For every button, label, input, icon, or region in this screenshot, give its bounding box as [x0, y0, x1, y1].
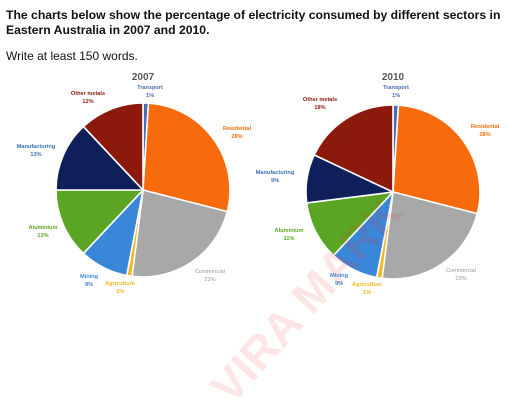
pie-slice-aluminium: [55, 189, 145, 255]
slice-label-transport: Transport 1%: [383, 85, 409, 99]
prompt-instruction: Write at least 150 words.: [6, 49, 138, 63]
slice-label-other-metals: Other metals 12%: [71, 91, 105, 105]
slice-label-manufacturing: Manufacturing 9%: [256, 170, 295, 184]
slice-label-residental: Residental 28%: [223, 126, 252, 140]
slice-label-agriculture: Agriculture 1%: [352, 282, 382, 296]
pie-slice-residental: [392, 104, 481, 215]
pie-slice-residental: [142, 102, 231, 213]
slice-label-transport: Transport 1%: [137, 85, 163, 99]
watermark: VIRA MARK: [200, 186, 412, 402]
slice-label-mining: Mining 9%: [80, 274, 99, 288]
slice-label-mining: Mining 9%: [330, 273, 349, 287]
slice-label-residental: Residental 28%: [471, 124, 500, 138]
pie-chart-2007: 2007 Transport 1% Residental 28% Commercial 23…: [17, 72, 252, 295]
slice-label-aluminium: Aluminium 11%: [275, 228, 304, 242]
slice-label-agriculture: Agriculture 1%: [105, 281, 135, 295]
slice-label-aluminium: Aluminium 13%: [29, 225, 58, 239]
pie-slice-other-metals: [313, 104, 394, 194]
slice-label-manufacturing: Manufacturing 13%: [17, 144, 56, 158]
pie-slice-manufacturing: [55, 125, 145, 191]
slice-label-commercial: Commercial 23%: [195, 269, 225, 283]
chart-title: 2007: [132, 72, 155, 83]
chart-title: 2010: [382, 72, 405, 83]
pie-chart-2010: 2010 Transport 1% Residental 28% Commercial 23…: [256, 72, 500, 296]
slice-label-other-metals: Other metals 18%: [303, 97, 337, 111]
slice-label-commercial: Commercial 23%: [446, 268, 476, 282]
pie-slice-commercial: [131, 188, 229, 278]
pie-slice-other-metals: [82, 102, 144, 193]
pie-slice-commercial: [381, 190, 479, 280]
prompt-title: The charts below show the percentage of …: [6, 8, 501, 37]
